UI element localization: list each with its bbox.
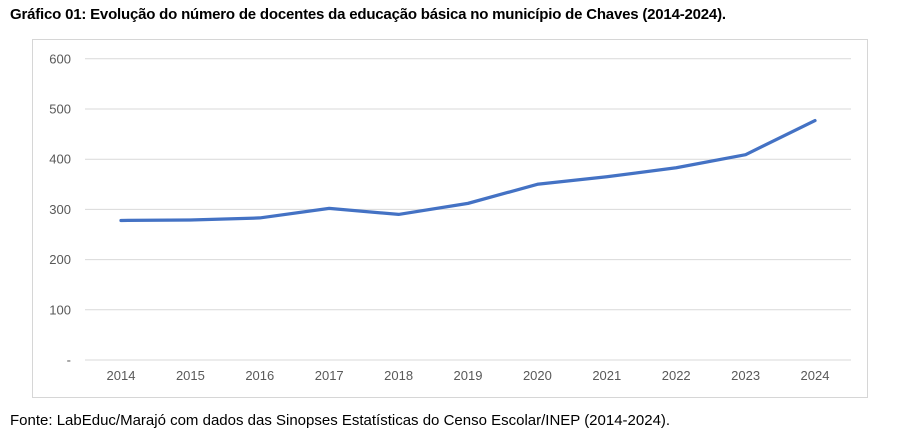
x-axis-tick-label: 2023 — [731, 368, 760, 383]
y-axis-tick-label: 300 — [49, 202, 71, 217]
x-axis-tick-label: 2021 — [592, 368, 621, 383]
y-axis-tick-label: 400 — [49, 152, 71, 167]
x-axis-tick-label: 2019 — [454, 368, 483, 383]
data-line-series — [119, 118, 817, 223]
y-axis-tick-label: - — [67, 353, 71, 368]
x-axis-tick-label: 2017 — [315, 368, 344, 383]
y-axis-tick-label: 200 — [49, 252, 71, 267]
x-axis-tick-label: 2022 — [662, 368, 691, 383]
chart-plot-container: 600 500 400 300 200 100 - 2014 2015 2016 2017 2018 2… — [32, 39, 868, 398]
x-axis-tick-label: 2020 — [523, 368, 552, 383]
x-axis-tick-label: 2024 — [801, 368, 830, 383]
x-axis-tick-label: 2016 — [245, 368, 274, 383]
line-chart: 600 500 400 300 200 100 - 2014 2015 2016 2017 2018 2… — [49, 51, 851, 383]
y-axis-tick-label: 500 — [49, 102, 71, 117]
y-axis-tick-label: 600 — [49, 51, 71, 66]
x-axis-tick-label: 2015 — [176, 368, 205, 383]
x-axis-tick-label: 2018 — [384, 368, 413, 383]
chart-title: Gráfico 01: Evolução do número de docent… — [10, 6, 726, 23]
y-axis-tick-label: 100 — [49, 302, 71, 317]
source-note: Fonte: LabEduc/Marajó com dados das Sino… — [10, 412, 671, 429]
x-axis-tick-label: 2014 — [107, 368, 136, 383]
